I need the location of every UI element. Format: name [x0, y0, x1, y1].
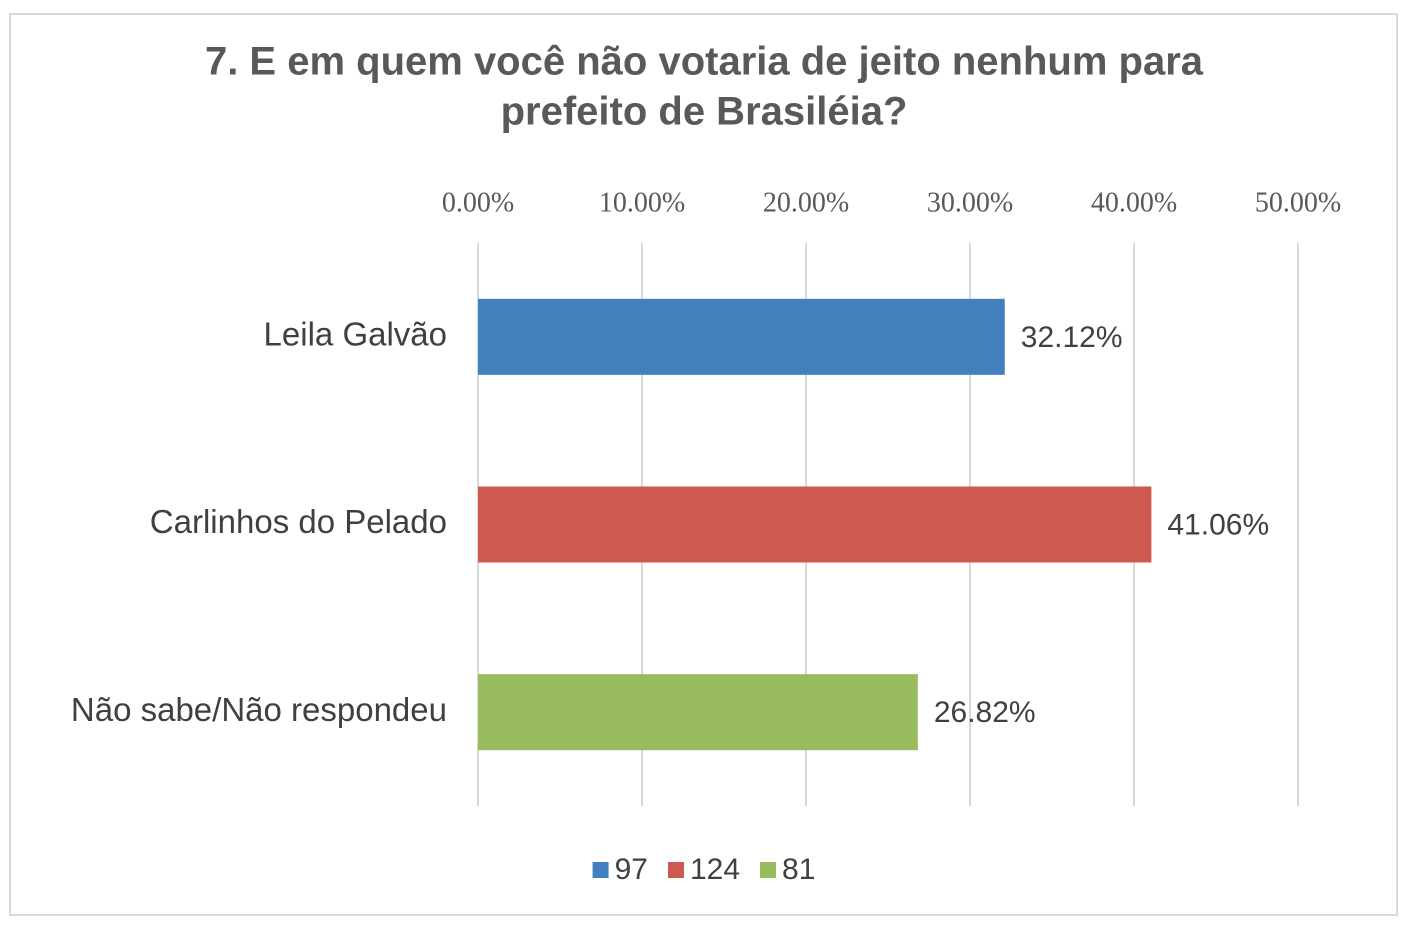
x-tick-label: 10.00%	[599, 187, 685, 218]
legend-swatch	[592, 862, 609, 878]
data-label: 32.12%	[1021, 321, 1123, 354]
legend-swatch	[760, 862, 777, 878]
x-tick-label: 50.00%	[1255, 187, 1341, 218]
legend-label: 124	[690, 853, 740, 886]
x-tick-label: 20.00%	[763, 187, 849, 218]
data-label: 26.82%	[934, 696, 1036, 729]
bar	[478, 298, 1005, 375]
chart-title: 7. E em quem você não votaria de jeito n…	[205, 40, 1204, 84]
y-tick-label: Carlinhos do Pelado	[150, 503, 447, 540]
x-tick-label: 30.00%	[927, 187, 1013, 218]
chart-title: prefeito de Brasiléia?	[501, 90, 908, 134]
chart-frame	[9, 13, 1398, 916]
data-label: 41.06%	[1167, 508, 1269, 541]
bar	[478, 486, 1152, 563]
y-tick-label: Não sabe/Não respondeu	[71, 691, 447, 728]
legend-swatch	[667, 862, 684, 878]
y-tick-label: Leila Galvão	[264, 316, 447, 353]
legend-label: 97	[615, 853, 648, 886]
legend-label: 81	[782, 853, 815, 886]
x-tick-label: 0.00%	[442, 187, 514, 218]
x-tick-label: 40.00%	[1091, 187, 1177, 218]
bar	[478, 674, 918, 751]
